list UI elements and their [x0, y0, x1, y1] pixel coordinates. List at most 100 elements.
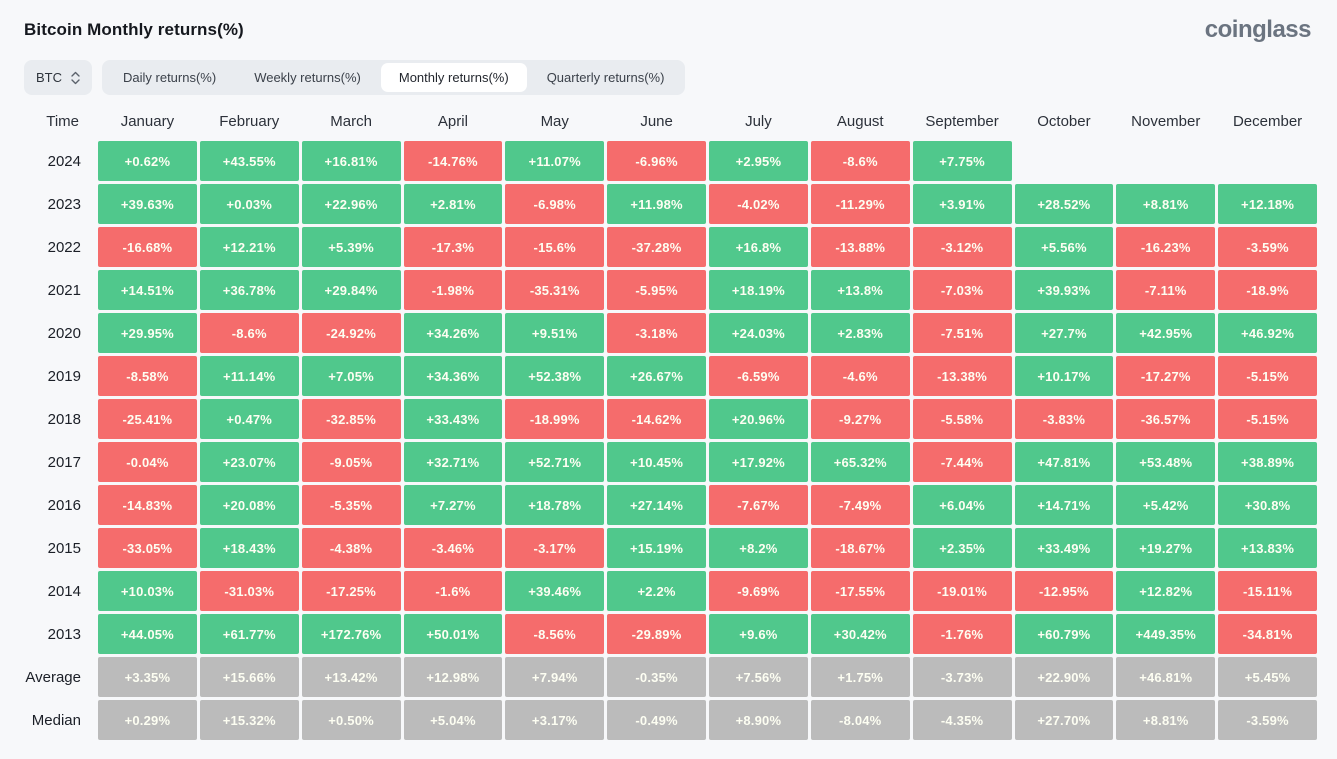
- return-cell: -14.83%: [98, 485, 197, 525]
- return-cell: -3.59%: [1218, 700, 1317, 740]
- return-cell: +30.42%: [810, 614, 910, 654]
- month-column-header: June: [640, 113, 673, 130]
- return-cell: +13.8%: [810, 270, 910, 310]
- return-cell: -8.6%: [810, 141, 910, 181]
- return-cell: +17.92%: [709, 442, 808, 482]
- tab-daily-returns[interactable]: Daily returns(%): [123, 70, 217, 85]
- return-cell: +10.03%: [98, 571, 197, 611]
- return-cell: +27.7%: [1014, 313, 1114, 353]
- return-cell: +39.93%: [1014, 270, 1114, 310]
- return-cell: +46.92%: [1218, 313, 1317, 353]
- return-cell: -18.99%: [505, 399, 605, 439]
- return-cell: +0.62%: [98, 141, 197, 181]
- return-cell: -5.35%: [301, 485, 401, 525]
- return-cell: +7.56%: [709, 657, 808, 697]
- row-label: Median: [31, 711, 81, 729]
- return-cell: +172.76%: [301, 614, 401, 654]
- row-label: 2013: [47, 625, 81, 643]
- return-cell: -31.03%: [199, 571, 299, 611]
- return-cell: -34.81%: [1218, 614, 1317, 654]
- return-cell: +10.17%: [1014, 356, 1114, 396]
- month-column-header: March: [330, 113, 372, 130]
- return-cell: +26.67%: [607, 356, 706, 396]
- return-cell: +12.82%: [1116, 571, 1216, 611]
- return-cell: -16.23%: [1116, 227, 1216, 267]
- return-cell: +61.77%: [199, 614, 299, 654]
- return-cell: +8.81%: [1116, 700, 1216, 740]
- return-cell: -8.56%: [505, 614, 605, 654]
- return-cell: +8.2%: [709, 528, 808, 568]
- return-cell: +22.90%: [1014, 657, 1114, 697]
- return-cell: [1116, 141, 1215, 181]
- returns-period-tabs: Daily returns(%) Weekly returns(%) Month…: [102, 60, 686, 95]
- symbol-select[interactable]: BTC: [24, 60, 92, 95]
- return-cell: +34.36%: [403, 356, 503, 396]
- row-label: 2016: [47, 496, 81, 514]
- row-label: 2019: [47, 367, 81, 385]
- return-cell: -5.15%: [1218, 356, 1317, 396]
- return-cell: +0.29%: [98, 700, 197, 740]
- return-cell: -3.12%: [912, 227, 1012, 267]
- return-cell: +7.05%: [301, 356, 401, 396]
- return-cell: +3.17%: [505, 700, 605, 740]
- return-cell: +5.42%: [1116, 485, 1216, 525]
- return-cell: -18.9%: [1218, 270, 1317, 310]
- return-cell: -13.88%: [810, 227, 910, 267]
- return-cell: +449.35%: [1116, 614, 1216, 654]
- return-cell: -16.68%: [98, 227, 197, 267]
- return-cell: +14.71%: [1014, 485, 1114, 525]
- return-cell: +7.75%: [912, 141, 1012, 181]
- return-cell: -1.98%: [403, 270, 503, 310]
- return-cell: +12.98%: [403, 657, 503, 697]
- month-column-header: November: [1131, 113, 1201, 130]
- return-cell: +11.98%: [607, 184, 706, 224]
- return-cell: +9.6%: [709, 614, 808, 654]
- return-cell: -12.95%: [1014, 571, 1114, 611]
- return-cell: +32.71%: [403, 442, 503, 482]
- return-cell: -4.38%: [301, 528, 401, 568]
- return-cell: +36.78%: [199, 270, 299, 310]
- return-cell: +12.21%: [199, 227, 299, 267]
- tab-monthly-returns[interactable]: Monthly returns(%): [380, 63, 527, 92]
- return-cell: +38.89%: [1218, 442, 1317, 482]
- return-cell: +30.8%: [1218, 485, 1317, 525]
- return-cell: +20.96%: [709, 399, 808, 439]
- month-column-header: January: [120, 113, 175, 130]
- row-label: 2014: [47, 582, 81, 600]
- time-column-header: Time: [46, 113, 79, 130]
- return-cell: -4.6%: [810, 356, 910, 396]
- return-cell: -15.6%: [505, 227, 605, 267]
- return-cell: +11.07%: [505, 141, 605, 181]
- return-cell: +29.84%: [301, 270, 401, 310]
- return-cell: +33.43%: [403, 399, 503, 439]
- return-cell: -0.04%: [98, 442, 197, 482]
- return-cell: +2.2%: [607, 571, 706, 611]
- return-cell: +23.07%: [199, 442, 299, 482]
- return-cell: +3.35%: [98, 657, 197, 697]
- return-cell: +5.04%: [403, 700, 503, 740]
- return-cell: -25.41%: [98, 399, 197, 439]
- return-cell: -3.46%: [403, 528, 503, 568]
- return-cell: -7.49%: [810, 485, 910, 525]
- return-cell: +29.95%: [98, 313, 197, 353]
- return-cell: +53.48%: [1116, 442, 1216, 482]
- return-cell: +0.47%: [199, 399, 299, 439]
- return-cell: +18.43%: [199, 528, 299, 568]
- month-column-header: October: [1037, 113, 1091, 130]
- row-label: 2024: [47, 152, 81, 170]
- return-cell: -5.95%: [607, 270, 706, 310]
- return-cell: +65.32%: [810, 442, 910, 482]
- return-cell: -24.92%: [301, 313, 401, 353]
- row-label: 2015: [47, 539, 81, 557]
- return-cell: +7.94%: [505, 657, 605, 697]
- return-cell: -9.69%: [709, 571, 808, 611]
- tab-weekly-returns[interactable]: Weekly returns(%): [254, 70, 361, 85]
- return-cell: -9.27%: [810, 399, 910, 439]
- return-cell: -3.17%: [505, 528, 605, 568]
- month-column-header: April: [437, 113, 468, 130]
- return-cell: -11.29%: [810, 184, 910, 224]
- return-cell: -4.35%: [912, 700, 1012, 740]
- return-cell: +39.63%: [98, 184, 197, 224]
- tab-quarterly-returns[interactable]: Quarterly returns(%): [546, 70, 665, 85]
- return-cell: +60.79%: [1014, 614, 1114, 654]
